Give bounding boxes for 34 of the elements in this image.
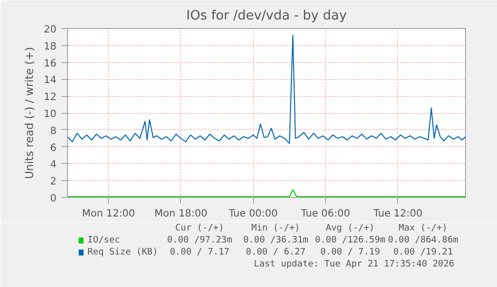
text: 0.00 /19.21 [393, 248, 453, 258]
text: Max (-/+) [398, 224, 448, 234]
x-tick-label: Tue 06:00 [300, 208, 350, 220]
text: 0.00 /126.59m [314, 236, 386, 246]
text: 0.00 / 6.27 [246, 248, 306, 258]
text: Cur (-/+) [175, 224, 224, 234]
line-series [68, 34, 466, 144]
y-tick-label: 8 [50, 126, 57, 137]
x-tick-label: Mon 12:00 [82, 208, 136, 220]
y-tick-label: 2 [50, 176, 57, 188]
y-tick-label: 20 [44, 24, 57, 36]
y-tick-label: 12 [44, 92, 57, 104]
y-tick-label: 16 [44, 58, 57, 70]
text: Min (-/+) [251, 224, 300, 234]
y-tick-label: 14 [44, 75, 57, 86]
text: 0.00 / 7.17 [170, 248, 230, 258]
legend-label: Req Size (KB) [88, 248, 158, 258]
x-tick-label: Tue 00:00 [228, 208, 278, 220]
text: 0.00 / 7.19 [320, 248, 380, 258]
text: Last update: Tue Apr 21 17:35:40 2026 [254, 260, 454, 270]
text: Avg (-/+) [326, 224, 375, 234]
y-tick-label: 10 [44, 109, 57, 120]
y-tick-label: 6 [50, 142, 57, 154]
y-tick-label: 4 [50, 160, 57, 171]
legend-label: IO/sec [88, 236, 120, 246]
y-tick-label: 0 [50, 194, 57, 204]
text: 0.00 /864.86m [388, 236, 458, 246]
y-axis-title: Units read (-) / write (+) [22, 46, 36, 180]
text: 0.00 /36.31m [243, 236, 308, 246]
x-tick-label: Mon 18:00 [154, 208, 208, 220]
y-tick-label: 18 [44, 41, 57, 52]
chart-title: IOs for /dev/vda - by day [186, 8, 348, 24]
text: 0.00 /97.23m [167, 236, 232, 246]
x-tick-label: Tue 12:00 [372, 208, 422, 220]
